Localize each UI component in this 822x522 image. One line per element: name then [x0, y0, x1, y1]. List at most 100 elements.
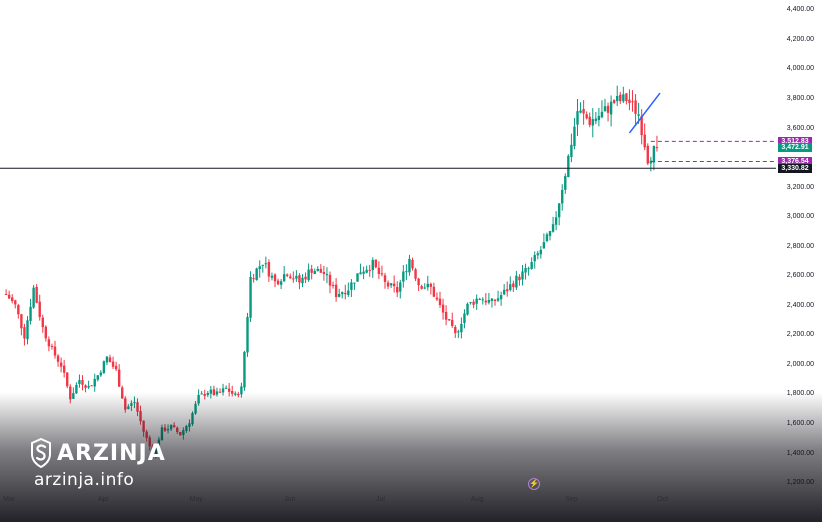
candle-up — [423, 287, 426, 289]
candle-down — [139, 410, 142, 422]
candle-up — [597, 115, 601, 121]
candle-up — [499, 295, 503, 300]
price-axis-label: 3,200.00 — [786, 183, 814, 191]
candle-down — [319, 268, 323, 273]
event-marker[interactable]: ⚡ — [528, 478, 540, 490]
price-axis-label: 2,200.00 — [786, 331, 814, 339]
candle-down — [20, 314, 23, 329]
candle-down — [512, 283, 515, 288]
candle-up — [307, 269, 310, 281]
candle-up — [521, 271, 524, 280]
candle-down — [518, 276, 521, 281]
time-axis-label: Mar — [3, 496, 16, 503]
candle-down — [588, 116, 591, 125]
candle-down — [111, 361, 115, 367]
candle-down — [396, 286, 399, 293]
candle-up — [564, 176, 567, 190]
candle-up — [270, 275, 274, 278]
candle-up — [264, 263, 268, 265]
candle-up — [399, 282, 402, 292]
candle-up — [557, 203, 561, 218]
candle-up — [215, 391, 219, 395]
candle-up — [530, 262, 533, 269]
candle-up — [78, 380, 81, 384]
candle-down — [38, 301, 41, 317]
candle-down — [454, 326, 457, 334]
candle-up — [554, 217, 558, 225]
candle-down — [14, 300, 17, 305]
candle-down — [411, 259, 414, 269]
candle-down — [444, 312, 448, 320]
time-axis-label: Jun — [284, 496, 296, 503]
time-axis-label: May — [189, 496, 203, 503]
candle-up — [600, 111, 604, 118]
candle-down — [585, 114, 588, 119]
price-axis-label: 3,600.00 — [786, 124, 814, 132]
candle-up — [371, 260, 374, 271]
candle-down — [114, 365, 118, 370]
time-axis-label: Apr — [97, 496, 109, 503]
candle-up — [182, 430, 185, 435]
candle-up — [551, 224, 555, 232]
candle-down — [631, 101, 634, 103]
candle-down — [374, 259, 378, 268]
price-axis-label: 1,200.00 — [786, 479, 814, 487]
candle-down — [273, 274, 277, 282]
candle-up — [279, 281, 283, 285]
time-axis-label: Jul — [375, 496, 385, 503]
candle-up — [200, 393, 203, 395]
candle-down — [90, 385, 93, 387]
candle-up — [350, 282, 353, 290]
candle-up — [356, 273, 359, 282]
price-tag: 3,376.54 — [778, 157, 812, 167]
candle-up — [313, 271, 316, 275]
candle-down — [646, 145, 649, 164]
lightning-icon: ⚡ — [529, 479, 539, 488]
candle-up — [527, 268, 530, 270]
candle-up — [258, 266, 261, 270]
candle-up — [130, 403, 133, 406]
price-axis-label: 2,600.00 — [786, 272, 814, 280]
candle-down — [368, 269, 371, 271]
candle-down — [56, 355, 60, 362]
candle-up — [603, 106, 607, 112]
candle-down — [289, 276, 292, 279]
candle-down — [310, 268, 313, 273]
candle-down — [438, 298, 442, 306]
candle-up — [622, 94, 625, 102]
candle-up — [206, 393, 209, 396]
candle-up — [32, 287, 35, 308]
candle-down — [447, 319, 451, 321]
price-axis-label: 1,800.00 — [786, 390, 814, 398]
candle-down — [582, 108, 585, 114]
candle-down — [298, 275, 301, 283]
candle-up — [102, 361, 106, 373]
candle-down — [484, 300, 488, 303]
candle-up — [337, 293, 341, 297]
candle-down — [640, 116, 643, 136]
candle-up — [240, 386, 243, 395]
candle-up — [197, 394, 200, 404]
candle-up — [72, 393, 75, 399]
candle-up — [99, 372, 103, 376]
candle-up — [96, 375, 99, 380]
candle-down — [252, 278, 255, 280]
candle-up — [87, 386, 90, 388]
candle-down — [392, 283, 396, 287]
candle-down — [286, 274, 289, 276]
candle-up — [185, 426, 188, 431]
candle-up — [539, 249, 543, 255]
candle-up — [188, 423, 191, 427]
candle-down — [628, 99, 631, 103]
price-axis-label: 3,800.00 — [786, 94, 814, 102]
price-axis-label: 4,200.00 — [786, 35, 814, 43]
candle-down — [377, 267, 381, 275]
candle-up — [221, 388, 225, 393]
candle-down — [23, 327, 26, 339]
candle-up — [469, 302, 472, 304]
candle-down — [142, 420, 145, 432]
candle-down — [472, 301, 475, 305]
candle-up — [487, 299, 491, 303]
